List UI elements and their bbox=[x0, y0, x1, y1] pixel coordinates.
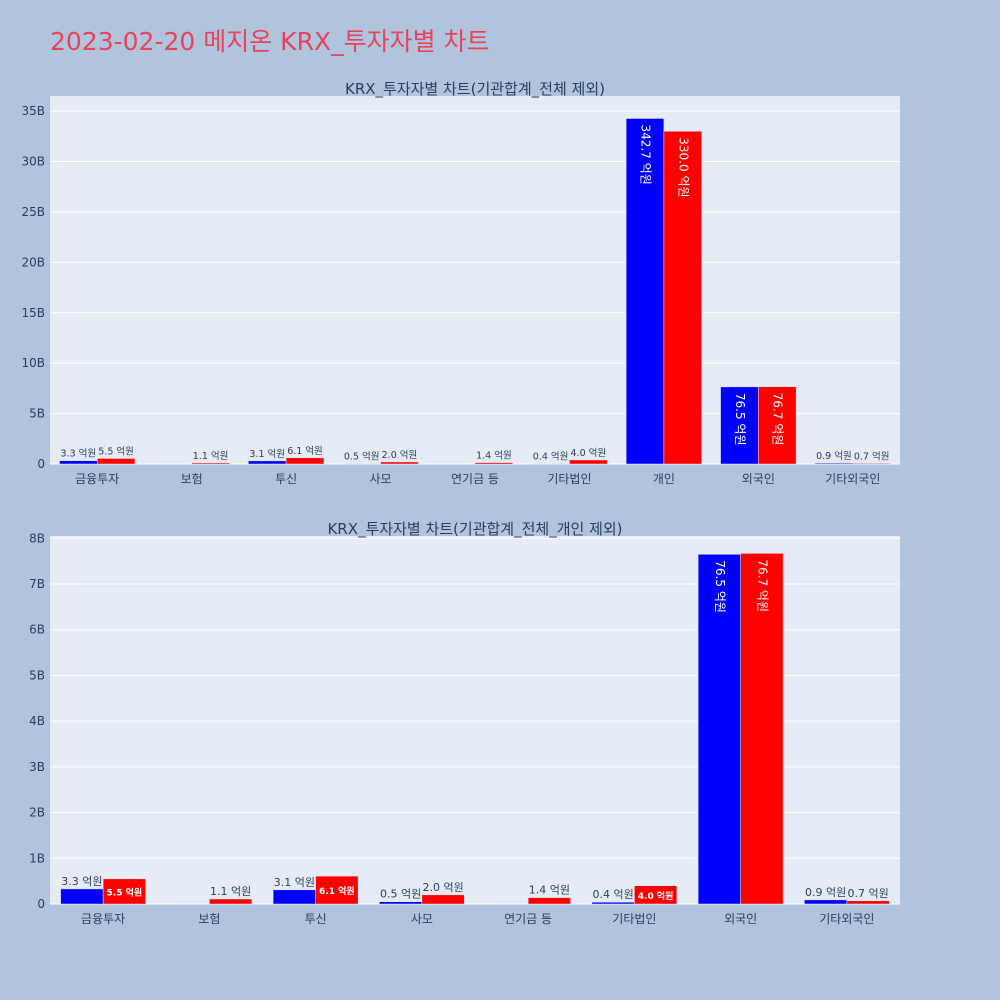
y-tick-label: 2B bbox=[29, 806, 45, 820]
y-tick-label: 20B bbox=[21, 255, 45, 269]
x-tick-label: 기타외국인 bbox=[819, 912, 874, 926]
data-label: 0.4 억원 bbox=[533, 451, 569, 463]
bar bbox=[663, 131, 702, 465]
x-tick-label: 금융투자 bbox=[75, 472, 119, 486]
y-tick-label: 4B bbox=[29, 714, 45, 728]
x-tick-label: 투신 bbox=[275, 472, 297, 486]
bar bbox=[758, 386, 797, 465]
data-label: 6.1 억원 bbox=[287, 445, 323, 457]
data-label: 0.7 억원 bbox=[854, 450, 890, 462]
data-label: 330.0 억원 bbox=[676, 137, 690, 197]
bar bbox=[60, 888, 104, 905]
y-tick-label: 25B bbox=[21, 205, 45, 219]
chart-title: KRX_투자자별 차트(기관합계_전체 제외) bbox=[345, 80, 605, 99]
data-label: 3.3 억원 bbox=[61, 875, 102, 888]
y-tick-label: 35B bbox=[21, 104, 45, 118]
bar bbox=[102, 878, 146, 905]
bar bbox=[625, 118, 665, 465]
data-label: 1.4 억원 bbox=[529, 884, 570, 897]
data-label: 76.5 억원 bbox=[713, 560, 727, 613]
bar bbox=[527, 897, 571, 905]
y-tick-label: 3B bbox=[29, 760, 45, 774]
bar bbox=[191, 462, 230, 465]
x-tick-label: 연기금 등 bbox=[504, 912, 552, 926]
investor-chart-1: KRX_투자자별 차트(기관합계_전체 제외) 0 5B 10B 15B 20B 25B 30… bbox=[21, 80, 900, 486]
data-label: 1.1 억원 bbox=[193, 450, 229, 462]
data-label: 3.1 억원 bbox=[249, 448, 285, 460]
x-tick-label: 외국인 bbox=[742, 472, 775, 486]
data-label: 0.9 억원 bbox=[816, 450, 852, 462]
bar bbox=[720, 386, 759, 465]
y-tick-label: 1B bbox=[29, 851, 45, 865]
y-tick-label: 6B bbox=[29, 623, 45, 637]
x-tick-label: 금융투자 bbox=[81, 912, 125, 926]
data-label: 1.4 억원 bbox=[476, 450, 512, 462]
y-tick-label: 8B bbox=[29, 531, 45, 545]
x-tick-label: 기타외국인 bbox=[825, 472, 880, 486]
y-tick-label: 10B bbox=[21, 356, 45, 370]
x-tick-label: 사모 bbox=[411, 912, 433, 926]
data-label: 0.9 억원 bbox=[805, 886, 846, 899]
bar bbox=[248, 460, 287, 465]
y-tick-label: 15B bbox=[21, 306, 45, 320]
data-label: 0.5 억원 bbox=[380, 888, 421, 901]
bar bbox=[569, 459, 608, 465]
x-tick-label: 보험 bbox=[198, 912, 220, 926]
bar bbox=[209, 898, 253, 905]
data-label: 3.1 억원 bbox=[274, 876, 315, 889]
data-label: 4.0 억원 bbox=[571, 447, 607, 459]
bar bbox=[634, 885, 678, 905]
x-tick-label: 보험 bbox=[181, 472, 203, 486]
bar bbox=[804, 899, 848, 905]
data-label: 0.7 억원 bbox=[848, 887, 889, 900]
data-label: 76.7 억원 bbox=[771, 393, 785, 446]
x-tick-label: 연기금 등 bbox=[451, 472, 499, 486]
bar bbox=[96, 458, 136, 465]
x-tick-label: 외국인 bbox=[724, 912, 757, 926]
data-label: 76.7 억원 bbox=[755, 559, 769, 612]
y-tick-label: 0 bbox=[37, 457, 45, 471]
bar bbox=[379, 901, 423, 905]
data-label: 5.5 억원 bbox=[107, 886, 143, 898]
data-label: 4.0 억원 bbox=[638, 890, 674, 902]
bar bbox=[591, 901, 635, 905]
data-label: 2.0 억원 bbox=[382, 449, 418, 461]
data-label: 6.1 억원 bbox=[319, 885, 355, 897]
bar bbox=[474, 462, 514, 465]
data-label: 2.0 억원 bbox=[423, 881, 464, 894]
data-label: 3.3 억원 bbox=[61, 448, 97, 460]
x-tick-label: 기타법인 bbox=[612, 912, 656, 926]
data-label: 0.4 억원 bbox=[593, 888, 634, 901]
y-tick-label: 5B bbox=[29, 668, 45, 682]
bar bbox=[421, 894, 465, 905]
bar bbox=[852, 463, 891, 465]
chart-title: KRX_투자자별 차트(기관합계_전체_개인 제외) bbox=[327, 520, 622, 539]
data-label: 1.1 억원 bbox=[210, 885, 251, 898]
bar bbox=[814, 462, 854, 465]
y-tick-label: 0 bbox=[37, 897, 45, 911]
bar bbox=[272, 889, 316, 905]
page-title: 2023-02-20 메지온 KRX_투자자별 차트 bbox=[50, 27, 490, 56]
bar bbox=[59, 460, 98, 465]
data-label: 76.5 억원 bbox=[733, 393, 747, 446]
x-tick-label: 기타법인 bbox=[547, 472, 591, 486]
y-tick-label: 7B bbox=[29, 577, 45, 591]
bar bbox=[846, 900, 890, 905]
y-tick-label: 30B bbox=[21, 155, 45, 169]
bar bbox=[315, 875, 359, 905]
x-tick-label: 투신 bbox=[305, 912, 327, 926]
y-tick-label: 5B bbox=[29, 407, 45, 421]
x-tick-label: 사모 bbox=[370, 472, 392, 486]
data-label: 0.5 억원 bbox=[344, 450, 380, 462]
data-label: 5.5 억원 bbox=[98, 445, 134, 457]
bar bbox=[285, 457, 325, 465]
bar bbox=[697, 554, 741, 905]
bar bbox=[380, 461, 419, 465]
bar bbox=[342, 463, 381, 465]
investor-chart-2: KRX_투자자별 차트(기관합계_전체_개인 제외) 0 1B 2B 3B 4B 5B 6B 7… bbox=[29, 520, 900, 926]
x-tick-label: 개인 bbox=[653, 472, 675, 486]
data-label: 342.7 억원 bbox=[639, 124, 653, 184]
bar bbox=[740, 553, 784, 905]
